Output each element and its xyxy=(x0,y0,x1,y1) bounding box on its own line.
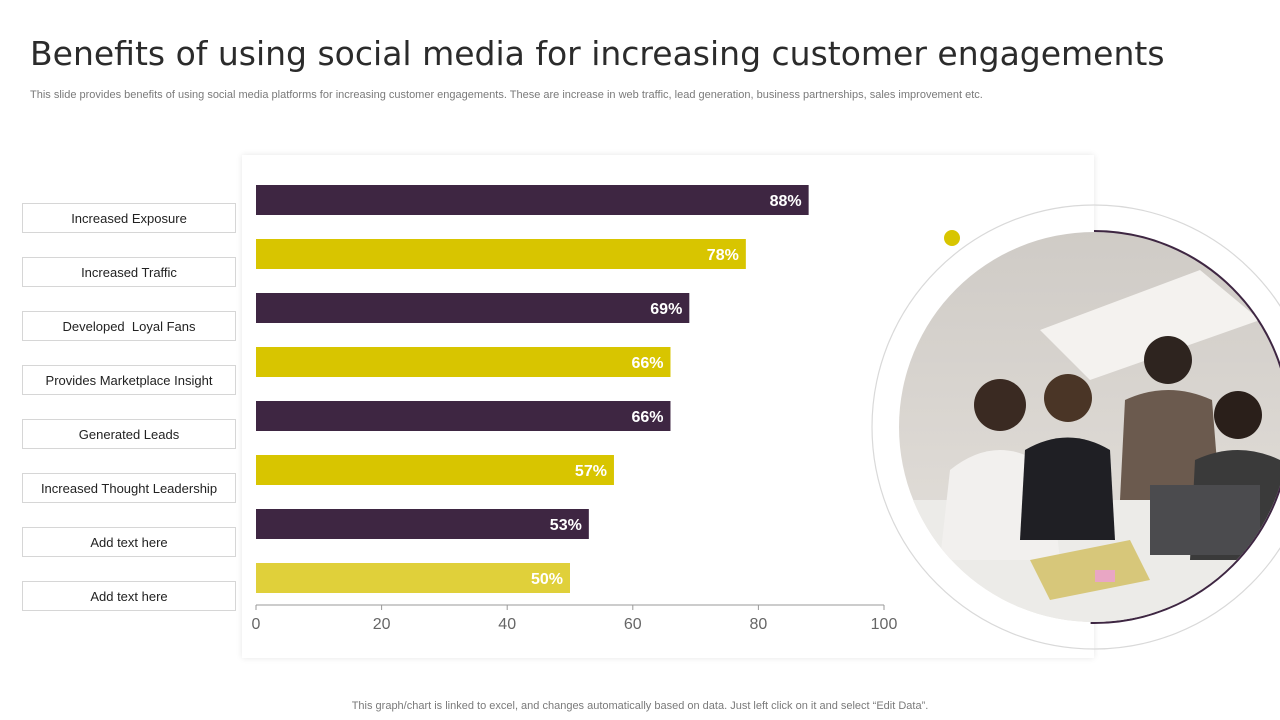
x-tick-label: 0 xyxy=(252,616,261,633)
category-label: Add text here xyxy=(22,581,236,611)
page-subtitle: This slide provides benefits of using so… xyxy=(30,89,983,101)
yellow-dot xyxy=(944,230,960,246)
category-label: Increased Thought Leadership xyxy=(22,473,236,503)
bar-value-label: 57% xyxy=(575,463,607,480)
bar-value-label: 78% xyxy=(707,247,739,264)
bar-value-label: 53% xyxy=(550,517,582,534)
outer-ring-line xyxy=(871,204,1280,650)
footer-note: This graph/chart is linked to excel, and… xyxy=(351,700,929,712)
bar-4[interactable] xyxy=(256,347,671,377)
category-label: Increased Exposure xyxy=(22,203,236,233)
bar-7[interactable] xyxy=(256,509,589,539)
page-title: Benefits of using social media for incre… xyxy=(30,34,1165,73)
category-label: Provides Marketplace Insight xyxy=(22,365,236,395)
bar-value-label: 66% xyxy=(631,355,663,372)
bar-2[interactable] xyxy=(256,239,746,269)
x-tick-label: 80 xyxy=(750,616,768,633)
bar-1[interactable] xyxy=(256,185,809,215)
bar-value-label: 66% xyxy=(631,409,663,426)
category-label: Increased Traffic xyxy=(22,257,236,287)
bar-6[interactable] xyxy=(256,455,614,485)
x-tick-label: 100 xyxy=(871,616,898,633)
category-label: Developed Loyal Fans xyxy=(22,311,236,341)
bar-value-label: 69% xyxy=(650,301,682,318)
bar-value-label: 88% xyxy=(770,193,802,210)
category-label: Generated Leads xyxy=(22,419,236,449)
bar-3[interactable] xyxy=(256,293,690,323)
bar-value-label: 50% xyxy=(531,571,563,588)
x-tick-label: 60 xyxy=(624,616,642,633)
x-tick-label: 20 xyxy=(373,616,391,633)
x-tick-label: 40 xyxy=(498,616,516,633)
category-label: Add text here xyxy=(22,527,236,557)
bar-5[interactable] xyxy=(256,401,671,431)
bar-8[interactable] xyxy=(256,563,570,593)
